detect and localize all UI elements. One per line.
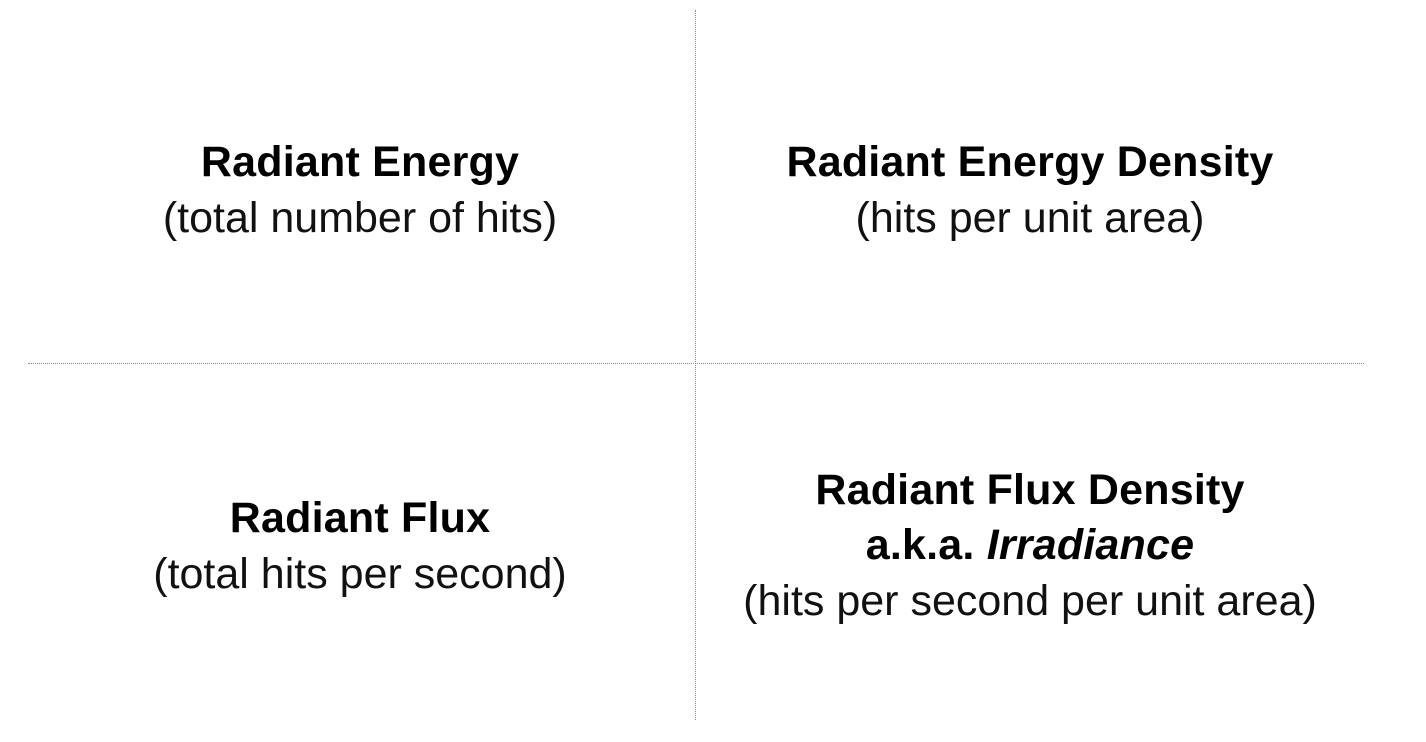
- quadrant-description: (total number of hits): [162, 194, 558, 242]
- quadrant-title: Radiant Flux: [229, 494, 491, 542]
- quadrant-radiant-flux: Radiant Flux (total hits per second): [20, 491, 700, 602]
- quadrant-title: Radiant Energy Density: [786, 138, 1274, 186]
- horizontal-divider: [28, 363, 1364, 364]
- quadrant-title: Radiant Energy: [200, 138, 520, 186]
- aka-term: Irradiance: [986, 521, 1195, 569]
- quadrant-radiant-energy-density: Radiant Energy Density (hits per unit ar…: [700, 135, 1360, 246]
- vertical-divider: [695, 10, 696, 720]
- quadrant-description: (hits per unit area): [855, 194, 1205, 242]
- quadrant-title: Radiant Flux Density: [815, 466, 1245, 514]
- aka-prefix: a.k.a.: [865, 521, 975, 569]
- quadrant-description: (hits per second per unit area): [743, 577, 1317, 625]
- aka-line: a.k.a. Irradiance: [700, 518, 1360, 573]
- quadrant-radiant-flux-density: Radiant Flux Density a.k.a. Irradiance (…: [700, 463, 1360, 629]
- quadrant-description: (total hits per second): [153, 550, 567, 598]
- quadrant-radiant-energy: Radiant Energy (total number of hits): [20, 135, 700, 246]
